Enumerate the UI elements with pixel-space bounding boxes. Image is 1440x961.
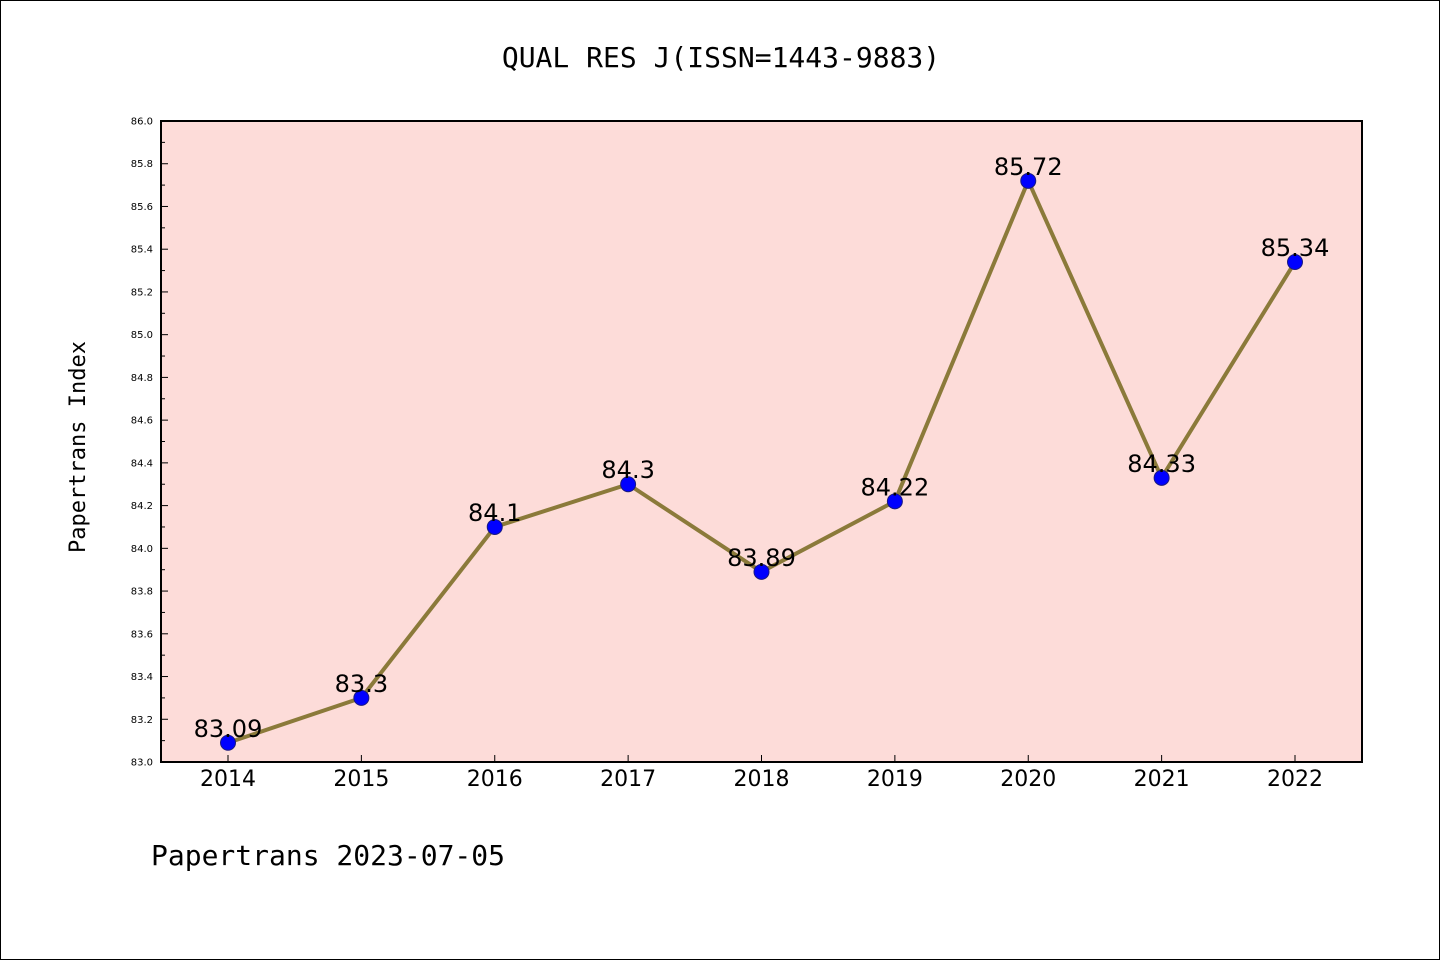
y-tick-label: 83.2 — [131, 715, 153, 726]
plot-area — [160, 120, 1363, 763]
y-tick-label: 85.6 — [131, 202, 153, 213]
y-tick-label: 83.0 — [131, 758, 153, 769]
data-point — [753, 563, 770, 580]
data-point — [1153, 469, 1170, 486]
y-tick-label: 83.4 — [131, 672, 153, 683]
data-label: 84.33 — [1127, 450, 1196, 478]
x-tick-label: 2016 — [467, 767, 523, 792]
y-tick-label: 83.6 — [131, 629, 153, 640]
x-tick-label: 2014 — [200, 767, 256, 792]
x-tick-label: 2019 — [867, 767, 923, 792]
footer-text: Papertrans 2023-07-05 — [151, 839, 505, 872]
data-point — [886, 493, 903, 510]
data-point — [486, 518, 503, 535]
y-tick-label: 84.0 — [131, 544, 153, 555]
data-point — [1287, 254, 1303, 271]
x-tick-label: 2022 — [1267, 767, 1323, 792]
y-tick-label: 85.0 — [131, 330, 153, 341]
x-axis: 2014 2015 2016 2017 2018 2019 2020 2021 2022 — [200, 755, 1323, 792]
y-tick-label: 85.4 — [131, 245, 153, 256]
y-axis-label: Papertrans Index — [66, 341, 91, 553]
data-labels-group: 83.09 83.3 84.1 84.3 83.89 84.22 85.72 84.33 85.… — [194, 153, 1330, 743]
data-label: 84.1 — [468, 499, 521, 527]
data-label: 83.09 — [194, 715, 263, 743]
y-tick-label: 84.8 — [131, 373, 153, 384]
y-tick-label: 85.8 — [131, 159, 153, 170]
x-tick-label: 2017 — [600, 767, 656, 792]
y-tick-label: 84.6 — [131, 416, 153, 427]
data-label: 85.72 — [994, 153, 1063, 181]
data-point — [1020, 172, 1037, 189]
data-point — [620, 476, 637, 493]
data-point — [353, 689, 370, 706]
y-tick-label: 84.4 — [131, 458, 153, 469]
data-point — [220, 734, 236, 751]
series-line-group — [220, 172, 1303, 751]
y-tick-label: 86.0 — [131, 117, 153, 128]
y-tick-label: 85.2 — [131, 287, 153, 298]
data-label: 83.89 — [727, 544, 796, 572]
x-tick-label: 2015 — [333, 767, 389, 792]
x-tick-label: 2018 — [734, 767, 790, 792]
x-tick-label: 2020 — [1000, 767, 1056, 792]
data-label: 84.3 — [601, 456, 654, 484]
data-label: 83.3 — [335, 670, 388, 698]
y-tick-label: 84.2 — [131, 501, 153, 512]
data-label: 84.22 — [861, 473, 930, 501]
data-label: 85.34 — [1261, 234, 1330, 262]
chart-title: QUAL RES J(ISSN=1443-9883) — [502, 41, 940, 74]
y-axis: 83.0 83.2 83.4 83.6 83.8 84.0 84.2 84.4 84.6 84.8… — [131, 117, 168, 769]
y-tick-label: 83.8 — [131, 587, 153, 598]
x-tick-label: 2021 — [1134, 767, 1190, 792]
